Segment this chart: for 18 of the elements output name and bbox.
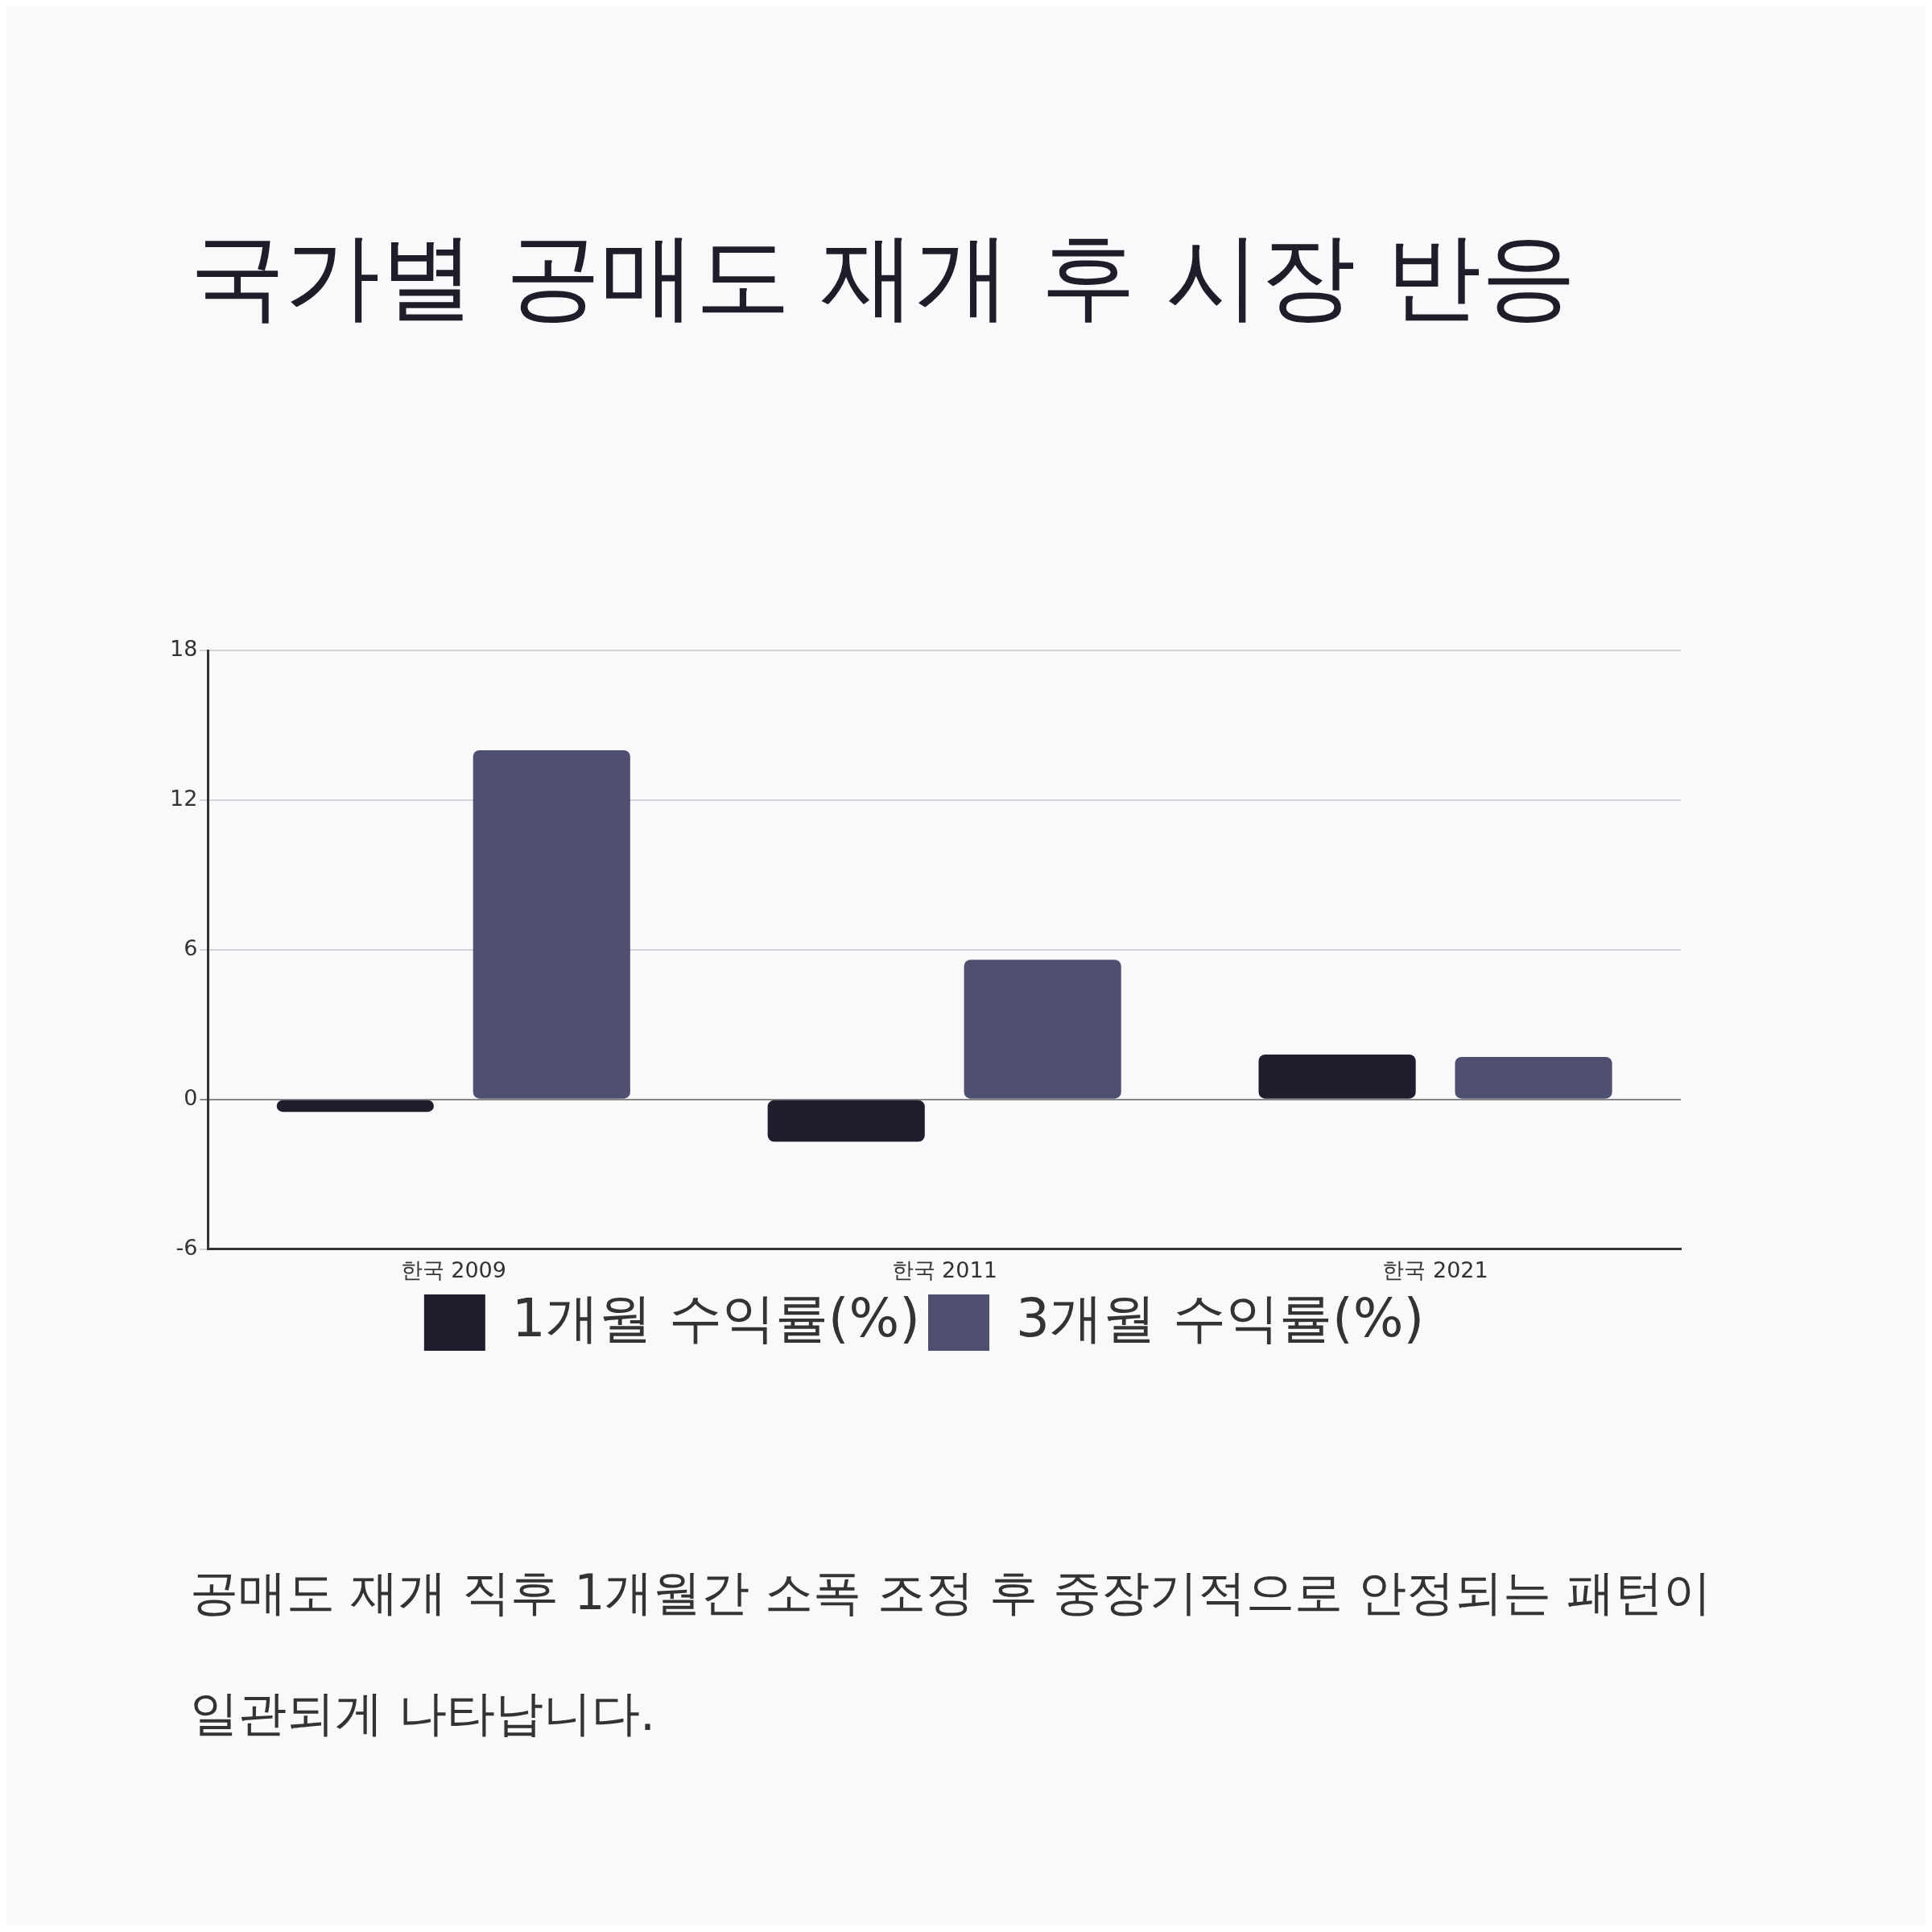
bar <box>1455 1057 1612 1099</box>
y-tick-label: 6 <box>184 935 198 960</box>
x-tick-label: 한국 2021 <box>1382 1257 1488 1282</box>
x-tick-label: 한국 2011 <box>891 1257 997 1282</box>
bar <box>1258 1054 1416 1099</box>
y-tick-label: 12 <box>170 785 198 811</box>
bar <box>964 960 1121 1099</box>
bar <box>276 1100 434 1113</box>
legend-label: 3개월 수익률(%) <box>1016 1287 1425 1350</box>
legend-label: 1개월 수익률(%) <box>511 1287 921 1350</box>
y-tick-label: 0 <box>184 1084 198 1110</box>
bar <box>473 749 630 1099</box>
text: 공매도 재개 직후 1개월간 소폭 조정 후 중장기적으로 안정되는 패턴이 일관되게 나타납니다. <box>190 1564 1711 1741</box>
x-tick-label: 한국 2009 <box>400 1257 506 1282</box>
chart-title: 국가별 공매도 재개 후 시장 반응 <box>190 220 1577 333</box>
bar <box>767 1100 925 1142</box>
y-tick-label: 18 <box>170 636 198 662</box>
y-tick-label: -6 <box>175 1234 198 1260</box>
